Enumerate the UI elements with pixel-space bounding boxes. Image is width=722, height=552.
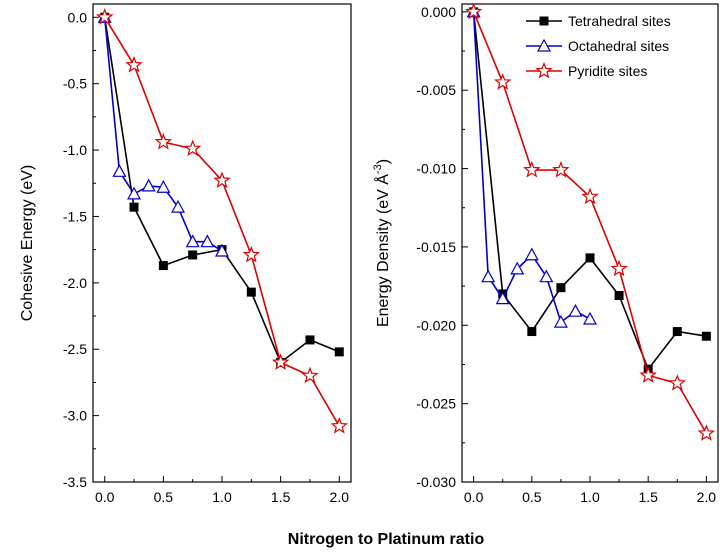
shared-x-axis-title: Nitrogen to Platinum ratio bbox=[288, 531, 485, 548]
density-x-tick-label: 1.0 bbox=[580, 489, 600, 505]
cohesive-octahedral-point bbox=[185, 234, 200, 248]
density-pyridite-point bbox=[493, 73, 512, 90]
cohesive-octahedral-point bbox=[171, 199, 186, 213]
density-y-tick-label: -0.020 bbox=[416, 317, 456, 333]
cohesive-pyridite-point bbox=[96, 8, 114, 25]
density-tetrahedral-point bbox=[672, 327, 682, 337]
cohesive-y-tick-label: -3.5 bbox=[63, 474, 87, 490]
density-octahedral-point bbox=[539, 269, 554, 283]
cohesive-y-tick-label: -3.0 bbox=[63, 408, 87, 424]
legend-pyridite-marker bbox=[535, 61, 553, 79]
cohesive-tetrahedral-point bbox=[129, 202, 139, 212]
cohesive-x-tick-label: 1.0 bbox=[212, 489, 232, 505]
cohesive-pyridite-point bbox=[154, 132, 173, 150]
cohesive-octahedral-point bbox=[156, 179, 171, 193]
density-pyridite-point bbox=[523, 160, 541, 178]
density-y-tick-label: -0.025 bbox=[416, 396, 456, 412]
cohesive-pyridite-point bbox=[213, 171, 231, 189]
density-x-tick-label: 0.5 bbox=[522, 489, 542, 505]
cohesive-y-tick-label: -2.0 bbox=[63, 275, 87, 291]
density-pyridite-point bbox=[464, 2, 483, 20]
density-tetrahedral-point bbox=[585, 253, 595, 263]
cohesive-x-tick-label: 0.0 bbox=[95, 489, 115, 505]
cohesive-tetrahedral-point bbox=[158, 261, 168, 271]
density-pyridite-point bbox=[639, 366, 657, 383]
cohesive-y-tick-label: -2.5 bbox=[63, 341, 87, 357]
cohesive-x-tick-label: 0.5 bbox=[154, 489, 174, 505]
density-y-tick-label: -0.005 bbox=[416, 82, 456, 98]
density-y-axis-label: Energy Density (eV Å-3) bbox=[372, 159, 392, 327]
legend-tetrahedral-marker bbox=[539, 16, 549, 26]
cohesive-y-axis-label-text: Cohesive Energy (eV) bbox=[19, 165, 36, 322]
cohesive-tetrahedral-point bbox=[305, 335, 315, 345]
density-tetrahedral-point bbox=[527, 327, 537, 337]
cohesive-y-tick-label: -1.5 bbox=[63, 208, 87, 224]
density-x-tick-label: 2.0 bbox=[697, 489, 717, 505]
cohesive-x-tick-label: 2.0 bbox=[330, 489, 350, 505]
legend-pyridite-label: Pyridite sites bbox=[568, 63, 647, 79]
cohesive-y-axis-label: Cohesive Energy (eV) bbox=[19, 165, 36, 322]
cohesive-octahedral-point bbox=[200, 234, 215, 248]
cohesive-octahedral-point bbox=[141, 178, 156, 192]
cohesive-tetrahedral-point bbox=[246, 287, 256, 297]
density-pyridite-point bbox=[668, 374, 686, 391]
cohesive-plot-frame bbox=[92, 3, 352, 483]
density-tetrahedral-point bbox=[556, 283, 566, 293]
cohesive-pyridite-line bbox=[104, 16, 340, 427]
legend-octahedral-marker bbox=[536, 38, 552, 52]
density-y-tick-label: 0.000 bbox=[421, 4, 456, 20]
density-pyridite-point bbox=[552, 160, 570, 178]
cohesive-y-tick-label: -1.0 bbox=[63, 142, 87, 158]
density-octahedral-point bbox=[553, 314, 568, 328]
cohesive-energy-chart: 0.0 0.5 1.0 1.5 2.0 0.0 -0.5 -1.0 -1.5 -2.0 -2.5 -3… bbox=[19, 3, 352, 505]
density-tetrahedral-point bbox=[614, 291, 624, 301]
cohesive-pyridite-point bbox=[242, 245, 261, 263]
density-y-tick-label: -0.010 bbox=[416, 161, 456, 177]
density-octahedral-point bbox=[481, 269, 496, 283]
density-y-axis-label-sup: -3 bbox=[372, 164, 384, 174]
cohesive-octahedral-point bbox=[127, 186, 142, 200]
density-x-tick-label: 1.5 bbox=[638, 489, 658, 505]
density-y-axis-label-close: ) bbox=[375, 159, 392, 164]
cohesive-pyridite-point bbox=[271, 353, 290, 370]
cohesive-octahedral-point bbox=[112, 164, 127, 177]
density-y-axis-label-text: Energy Density (eV Å bbox=[373, 174, 392, 327]
density-pyridite-point bbox=[697, 424, 716, 441]
cohesive-y-tick-label: -0.5 bbox=[63, 76, 87, 92]
cohesive-pyridite-point bbox=[125, 55, 143, 73]
legend-octahedral-label: Octahedral sites bbox=[568, 38, 669, 54]
density-y-tick-label: -0.015 bbox=[416, 239, 456, 255]
density-octahedral-point bbox=[510, 261, 525, 275]
density-octahedral-point bbox=[582, 311, 598, 325]
cohesive-tetrahedral-point bbox=[188, 250, 198, 260]
cohesive-pyridite-point bbox=[301, 366, 319, 384]
density-octahedral-point bbox=[495, 291, 510, 305]
cohesive-octahedral-point bbox=[214, 243, 230, 257]
density-octahedral-point bbox=[568, 303, 583, 317]
cohesive-pyridite-point bbox=[183, 139, 202, 157]
legend-tetrahedral-label: Tetrahedral sites bbox=[568, 13, 671, 29]
cohesive-tetrahedral-point bbox=[334, 347, 344, 357]
density-tetrahedral-point bbox=[701, 331, 711, 341]
density-x-tick-label: 0.0 bbox=[464, 489, 484, 505]
density-pyridite-point bbox=[610, 259, 628, 277]
energy-density-chart: 0.0 0.5 1.0 1.5 2.0 0.000 -0.005 -0.010 -0.015 -0… bbox=[372, 2, 719, 505]
cohesive-pyridite-point bbox=[330, 417, 348, 434]
cohesive-x-tick-label: 1.5 bbox=[271, 489, 291, 505]
density-pyridite-point bbox=[581, 187, 599, 205]
cohesive-y-tick-label: 0.0 bbox=[68, 9, 88, 25]
density-y-tick-label: -0.030 bbox=[416, 474, 456, 490]
density-octahedral-point bbox=[524, 247, 539, 261]
